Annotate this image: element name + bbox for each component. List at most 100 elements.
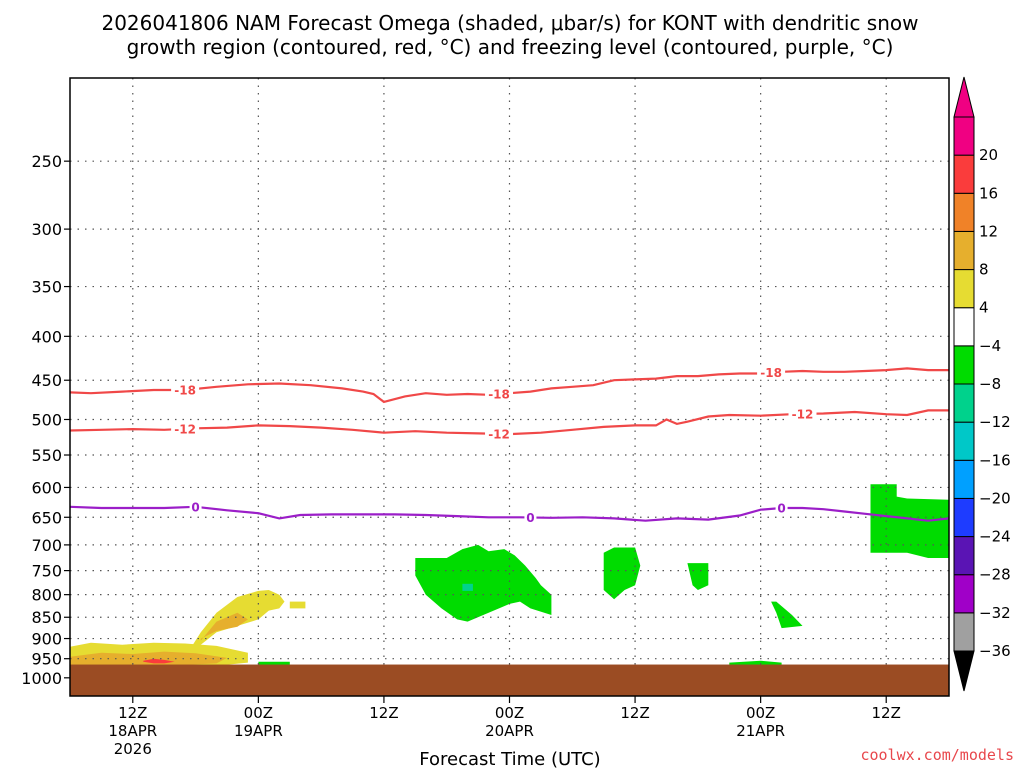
y-tick-label: 800	[31, 586, 62, 605]
x-tick-label: 00Z	[746, 704, 775, 722]
x-tick-label: 00Z	[244, 704, 273, 722]
colorbar-bin	[953, 154, 975, 194]
descent-green-5	[870, 484, 949, 558]
colorbar-bin	[953, 383, 975, 423]
chart-title-line-2: growth region (contoured, red, °C) and f…	[127, 35, 894, 59]
colorbar-bin	[953, 269, 975, 309]
contour-label-bg	[757, 365, 786, 380]
colorbar-bin	[953, 574, 975, 614]
contour-label: -12	[174, 422, 196, 436]
contour-line-0	[70, 367, 949, 404]
colorbar-tick-label: −16	[979, 451, 1011, 469]
colorbar-bin	[953, 536, 975, 576]
y-tick-label: 400	[31, 327, 62, 346]
y-tick-label: 250	[31, 152, 62, 171]
y-tick-label: 450	[31, 371, 62, 390]
colorbar: −36 −32 −28 −24 −20 −16 −12 −8 −4 4 8 12 16 20	[953, 76, 1011, 692]
colorbar-bin	[953, 192, 975, 232]
y-tick-label: 350	[31, 278, 62, 297]
y-tick-label: 1000	[21, 669, 62, 688]
colorbar-tick-label: −32	[979, 604, 1011, 622]
ascent-orange-upper	[200, 612, 248, 641]
contour-label: 0	[526, 511, 534, 525]
ascent-orange-low	[70, 651, 227, 665]
colorbar-tick-label: −4	[979, 337, 1001, 355]
y-tick-label: 900	[31, 630, 62, 649]
contour-label: -18	[488, 388, 510, 402]
colorbar-tick-label: 16	[979, 184, 998, 202]
y-tick-label: 300	[31, 220, 62, 239]
colorbar-tick-label: −24	[979, 528, 1011, 546]
colorbar-bin	[953, 116, 975, 156]
plot-area: -18 -18 -18 -12 -12 -12 0 0 0	[70, 78, 949, 696]
descent-green-2	[603, 547, 641, 600]
x-tick-label: 2026	[114, 740, 152, 758]
descent-green-3	[687, 563, 709, 590]
descent-teal-spot	[462, 583, 473, 591]
y-tick-label: 750	[31, 562, 62, 581]
colorbar-bin	[953, 612, 975, 652]
x-tick-label: 12Z	[118, 704, 147, 722]
contour-label-bg	[171, 383, 200, 398]
x-axis-label: Forecast Time (UTC)	[419, 749, 600, 768]
y-tick-label: 600	[31, 478, 62, 497]
terrain-below-ground	[70, 664, 949, 696]
contour-label-bg	[788, 406, 817, 421]
contour-label: -18	[760, 366, 782, 380]
x-tick-label: 00Z	[495, 704, 524, 722]
x-tick-label: 18APR	[108, 722, 157, 740]
omega-shading-layer	[70, 484, 949, 666]
contour-label: 0	[777, 501, 785, 515]
contour-label: -12	[488, 427, 510, 441]
colorbar-tick-label: 8	[979, 261, 989, 279]
y-tick-label: 500	[31, 410, 62, 429]
contour-label-bg	[485, 426, 514, 441]
y-tick-label: 550	[31, 446, 62, 465]
colorbar-tick-label: 20	[979, 146, 998, 164]
contour-label-bg	[171, 421, 200, 436]
colorbar-tick-label: −20	[979, 489, 1011, 507]
descent-green-near-sfc-2	[729, 660, 782, 665]
contour-layer: -18 -18 -18 -12 -12 -12 0 0 0	[70, 365, 949, 525]
descent-green-4	[771, 601, 803, 629]
x-tick-label: 19APR	[234, 722, 283, 740]
contour-label-bg	[189, 499, 202, 514]
colorbar-tick-label: −12	[979, 413, 1011, 431]
y-axis: 250 300 350 400 450 500 550 600 650 700 750 800 850 9…	[21, 152, 70, 688]
y-tick-label: 700	[31, 536, 62, 555]
colorbar-bin	[953, 459, 975, 499]
contour-label: 0	[191, 500, 199, 514]
contour-label-bg	[485, 387, 514, 402]
x-tick-label: 12Z	[620, 704, 649, 722]
colorbar-bin	[953, 421, 975, 461]
chart-title-line-1: 2026041806 NAM Forecast Omega (shaded, μ…	[101, 11, 918, 35]
contour-label-bg	[775, 500, 788, 515]
x-tick-label: 12Z	[369, 704, 398, 722]
y-tick-label: 650	[31, 508, 62, 527]
colorbar-bin	[953, 230, 975, 271]
colorbar-bin	[953, 497, 975, 538]
colorbar-over-arrow	[953, 76, 975, 118]
colorbar-tick-label: −28	[979, 566, 1011, 584]
contour-label: -18	[174, 384, 196, 398]
colorbar-tick-label: 12	[979, 222, 998, 240]
x-tick-label: 20APR	[485, 722, 534, 740]
ascent-red-low	[143, 658, 175, 664]
colorbar-tick-label: 4	[979, 299, 989, 317]
descent-green-near-sfc-1	[258, 661, 290, 665]
ascent-yellow-small	[289, 601, 306, 609]
colorbar-tick-label: −8	[979, 375, 1001, 393]
contour-line-2	[70, 505, 949, 522]
colorbar-bin	[953, 345, 975, 385]
y-tick-label: 950	[31, 650, 62, 669]
gridlines	[70, 78, 949, 696]
contour-label-bg	[524, 510, 537, 525]
colorbar-bin	[953, 307, 975, 347]
y-tick-label: 850	[31, 608, 62, 627]
site-credit: coolwx.com/models	[860, 746, 1014, 764]
x-tick-label: 12Z	[872, 704, 901, 722]
colorbar-under-arrow	[953, 650, 975, 692]
colorbar-tick-label: −36	[979, 642, 1011, 660]
